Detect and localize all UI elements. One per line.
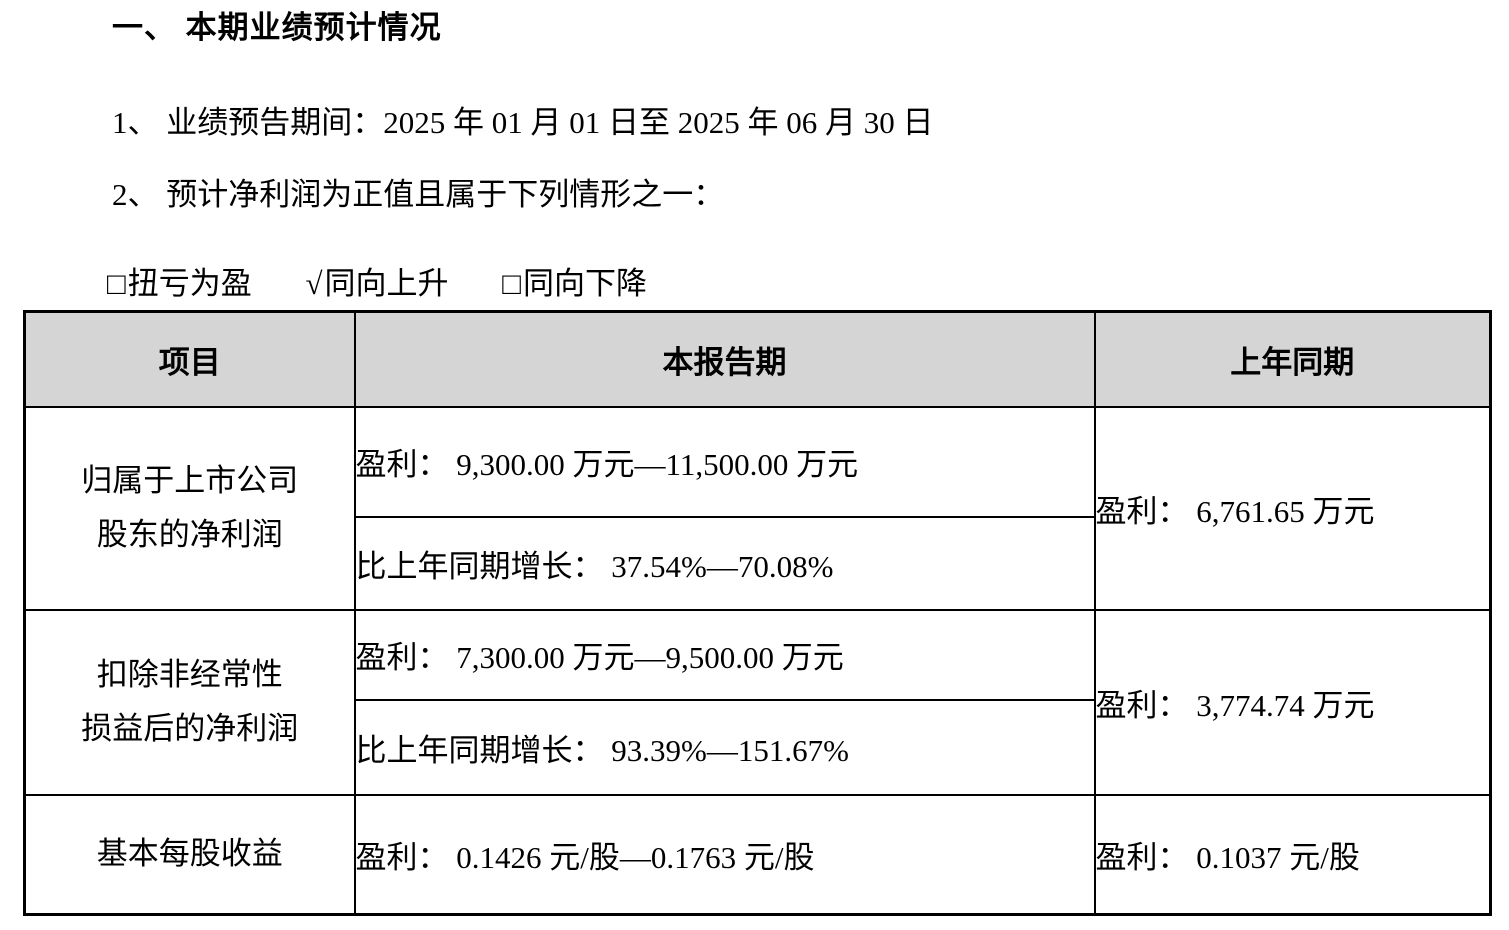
section-heading: 一、 本期业绩预计情况 [112,10,442,45]
net-profit-growth-range: 比上年同期增长： 37.54%—70.08% [353,515,1096,611]
option-same-direction-down: □同向下降 [502,266,647,301]
excl-nonrecurring-current-range: 盈利： 7,300.00 万元—9,500.00 万元 [353,608,1096,701]
checkbox-unchecked-icon: □ [502,266,521,301]
table-row: 扣除非经常性 损益后的净利润 盈利： 7,300.00 万元—9,500.00 … [23,608,1492,796]
table-row: 比上年同期增长： 37.54%—70.08% [25,515,1491,611]
table-row: 比上年同期增长： 93.39%—151.67% [25,698,1491,796]
column-header-item: 项目 [23,310,356,408]
net-profit-current-range: 盈利： 9,300.00 万元—11,500.00 万元 [353,405,1096,518]
excl-nonrecurring-growth-range: 比上年同期增长： 93.39%—151.67% [353,698,1096,796]
excl-nonrecurring-prior-value: 盈利： 3,774.74 万元 [1093,608,1492,796]
table-row: 基本每股收益 盈利： 0.1426 元/股—0.1763 元/股 盈利： 0.1… [23,793,1492,916]
column-header-prior-year-period: 上年同期 [1093,310,1492,408]
option-same-direction-up-label: 同向上升 [324,266,449,301]
option-turnaround: □扭亏为盈 [107,266,252,301]
check-mark-icon: √ [305,266,323,301]
paragraph-profit-condition: 2、 预计净利润为正值且属于下列情形之一： [112,177,725,212]
column-header-current-period: 本报告期 [353,310,1096,408]
performance-forecast-table: 项目 本报告期 上年同期 归属于上市公司 股东的净利润 盈利： 9,300.00… [23,310,1492,916]
row-label-basic-eps: 基本每股收益 [23,793,356,916]
option-same-direction-down-label: 同向下降 [522,266,647,301]
row-label-net-profit-attributable: 归属于上市公司 股东的净利润 [23,405,356,611]
option-same-direction-up: √同向上升 [305,266,448,301]
paragraph-forecast-period: 1、 业绩预告期间：2025 年 01 月 01 日至 2025 年 06 月 … [112,105,934,140]
basic-eps-prior-value: 盈利： 0.1037 元/股 [1093,793,1492,916]
row-label-net-profit-excl-nonrecurring: 扣除非经常性 损益后的净利润 [23,608,356,796]
table-row: 归属于上市公司 股东的净利润 盈利： 9,300.00 万元—11,500.00… [23,405,1492,611]
net-profit-prior-value: 盈利： 6,761.65 万元 [1093,405,1492,611]
table-header-row: 项目 本报告期 上年同期 [23,310,1492,408]
checkbox-unchecked-icon: □ [107,266,126,301]
option-turnaround-label: 扭亏为盈 [127,266,252,301]
basic-eps-current-range: 盈利： 0.1426 元/股—0.1763 元/股 [353,793,1096,916]
forecast-type-options: □扭亏为盈 √同向上升 □同向下降 [107,258,693,303]
